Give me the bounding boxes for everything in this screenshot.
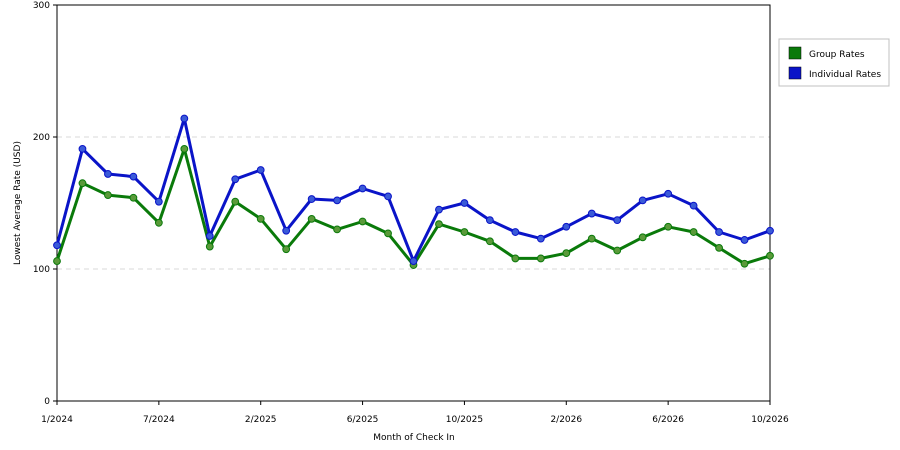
x-tick-label: 6/2026 (652, 415, 684, 425)
data-point-group-rates (638, 233, 647, 242)
legend-label-individual-rates: Individual Rates (809, 70, 881, 80)
x-tick-label: 2/2026 (550, 415, 582, 425)
data-point-individual-rates (766, 226, 774, 235)
data-point-group-rates (384, 229, 392, 238)
data-point-group-rates (256, 214, 265, 223)
data-point-individual-rates (384, 192, 392, 201)
data-point-group-rates (613, 246, 622, 255)
data-point-group-rates (511, 254, 520, 263)
data-point-individual-rates (613, 216, 622, 225)
data-point-group-rates (689, 228, 698, 236)
data-point-group-rates (766, 251, 774, 260)
data-point-group-rates (231, 197, 240, 206)
legend-label-group-rates: Group Rates (809, 50, 865, 60)
data-point-individual-rates (307, 195, 316, 203)
data-point-individual-rates (129, 172, 138, 181)
y-tick-label: 0 (44, 397, 50, 407)
data-point-individual-rates (562, 222, 571, 231)
data-point-individual-rates (485, 216, 494, 225)
data-point-individual-rates (282, 226, 291, 235)
legend: Group Rates Individual Rates (778, 38, 890, 87)
data-point-group-rates (715, 243, 723, 252)
data-point-group-rates (154, 218, 163, 227)
data-point-individual-rates (104, 170, 112, 178)
y-tick-label: 200 (33, 133, 50, 143)
data-point-group-rates (485, 237, 494, 246)
data-point-individual-rates (358, 184, 367, 193)
series-layer (53, 114, 774, 269)
data-point-group-rates (180, 144, 189, 153)
data-point-individual-rates (205, 232, 214, 240)
y-axis: 0 100 200 300 (33, 1, 57, 407)
data-point-group-rates (664, 222, 673, 231)
x-axis-title: Month of Check In (373, 433, 455, 443)
series-line-individual-rates (55, 117, 771, 263)
data-point-individual-rates (715, 228, 723, 236)
y-tick-label: 100 (33, 265, 50, 275)
data-point-group-rates (78, 179, 87, 188)
data-point-group-rates (333, 225, 342, 234)
data-point-individual-rates (180, 114, 189, 123)
x-tick-label: 2/2025 (245, 415, 277, 425)
x-tick-label: 6/2025 (347, 415, 379, 425)
data-point-individual-rates (256, 166, 265, 174)
data-point-individual-rates (664, 189, 673, 198)
data-point-individual-rates (78, 144, 87, 153)
x-tick-label: 7/2024 (143, 415, 175, 425)
x-tick-label: 10/2026 (751, 415, 789, 425)
data-point-group-rates (307, 214, 316, 223)
series-individual-rates (53, 114, 774, 265)
data-point-group-rates (205, 242, 214, 251)
data-point-individual-rates (638, 196, 647, 205)
data-point-individual-rates (231, 175, 240, 184)
x-tick-label: 1/2024 (41, 415, 73, 425)
series-line-group-rates (55, 147, 771, 267)
data-point-individual-rates (333, 196, 342, 205)
x-tick-label: 10/2025 (446, 415, 483, 425)
y-tick-label: 300 (33, 1, 50, 11)
data-point-group-rates (282, 245, 291, 254)
plot-area (56, 4, 771, 402)
data-point-individual-rates (409, 257, 418, 265)
data-point-individual-rates (435, 205, 443, 214)
x-axis: 1/2024 7/2024 2/2025 6/2025 10/2025 2/2026 6/2… (41, 401, 789, 425)
data-point-group-rates (435, 220, 443, 229)
data-point-group-rates (460, 228, 469, 236)
data-point-individual-rates (511, 228, 520, 236)
data-point-individual-rates (587, 209, 596, 218)
data-point-group-rates (104, 191, 112, 199)
data-point-individual-rates (154, 197, 163, 206)
data-point-group-rates (53, 257, 61, 265)
gridlines (57, 136, 770, 270)
data-point-individual-rates (53, 241, 61, 250)
data-point-individual-rates (536, 234, 545, 243)
data-point-individual-rates (460, 199, 469, 207)
data-point-group-rates (536, 254, 545, 263)
y-axis-title: Lowest Average Rate (USD) (13, 141, 23, 265)
data-point-individual-rates (740, 236, 749, 244)
legend-swatch-individual-rates (788, 66, 802, 80)
data-point-group-rates (587, 234, 596, 243)
data-point-individual-rates (689, 201, 698, 210)
data-point-group-rates (740, 259, 749, 268)
data-point-group-rates (562, 249, 571, 258)
legend-swatch-group-rates (788, 46, 802, 60)
series-group-rates (53, 144, 774, 269)
data-point-group-rates (358, 217, 367, 226)
data-point-group-rates (129, 193, 138, 202)
